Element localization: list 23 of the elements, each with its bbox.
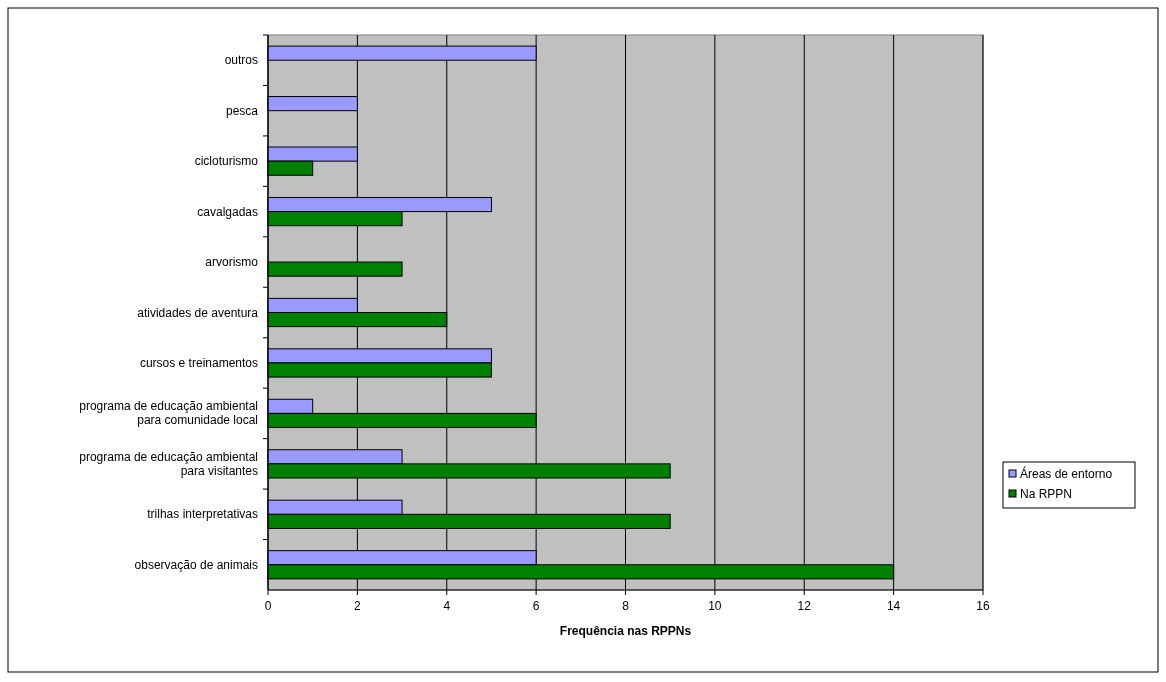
y-tick-label: arvorismo — [205, 255, 259, 270]
x-tick-label: 6 — [532, 599, 540, 613]
y-tick-label: cursos e treinamentos — [139, 355, 258, 370]
legend-label: Na RPPN — [1020, 487, 1073, 501]
y-tick-label: outros — [224, 53, 258, 68]
x-tick-label: 8 — [622, 599, 630, 613]
x-tick-label: 12 — [797, 599, 812, 613]
x-tick-label: 16 — [976, 599, 990, 613]
y-tick-label: observação de animais — [134, 557, 258, 572]
x-axis-title: Frequência nas RPPNs — [559, 624, 692, 638]
y-tick-label: trilhas interpretativas — [147, 507, 258, 522]
y-tick-label: cavalgadas — [197, 204, 258, 219]
y-tick-label: cicloturismo — [194, 154, 259, 169]
x-tick-label: 0 — [264, 599, 272, 613]
x-tick-label: 10 — [708, 599, 722, 613]
x-tick-label: 4 — [443, 599, 451, 613]
y-tick-label: programa de educação ambiental para visitantes — [79, 449, 258, 478]
legend-label: Áreas de entorno — [1020, 466, 1113, 481]
y-tick-label: atividades de aventura — [137, 305, 259, 320]
x-tick-label: 14 — [886, 599, 901, 613]
x-tick-label: 2 — [354, 599, 362, 613]
y-tick-label: pesca — [225, 103, 259, 118]
y-tick-label: programa de educação ambiental para comunidade local — [79, 399, 258, 428]
